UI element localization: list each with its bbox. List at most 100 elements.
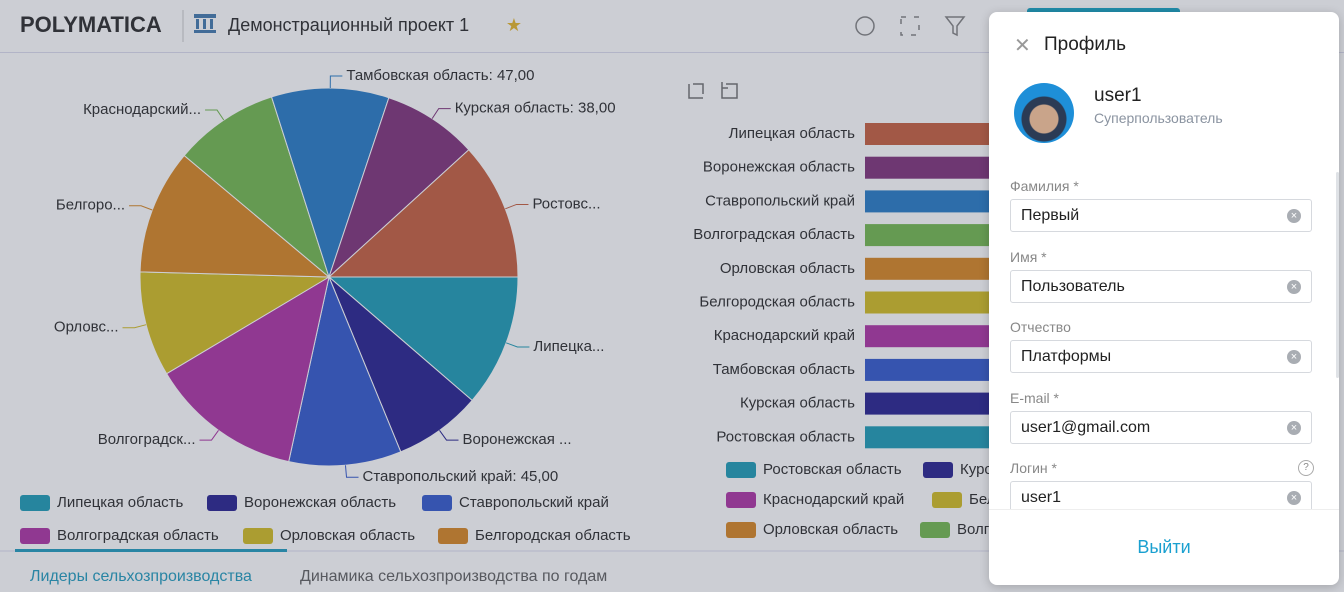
pie-slice xyxy=(165,275,330,463)
pie-slice xyxy=(327,97,470,279)
legend-swatch xyxy=(932,492,962,508)
profile-panel: ✕ Профиль user1 Суперпользователь Фамили… xyxy=(989,12,1339,585)
leader-line xyxy=(431,108,451,119)
role: Суперпользователь xyxy=(1094,110,1223,126)
field-label: Фамилия * xyxy=(1010,178,1079,194)
legend-label: Липецкая область xyxy=(57,494,184,511)
pie-slice xyxy=(270,87,390,279)
field-label: Отчество xyxy=(1010,319,1071,335)
pie-slice xyxy=(139,154,331,278)
clear-button[interactable]: × xyxy=(1287,279,1301,294)
leader-line xyxy=(439,430,459,441)
input-value: Пользователь xyxy=(1021,277,1125,295)
y-tick-label: Липецкая область xyxy=(729,125,856,142)
legend-label: Орловская область xyxy=(280,527,415,544)
project-title[interactable]: Демонстрационный проект 1 xyxy=(228,15,469,35)
legend-swatch xyxy=(726,522,756,538)
avatar xyxy=(1014,83,1074,143)
panel-title: Профиль xyxy=(1044,34,1127,55)
logo: POLYMATICA xyxy=(20,12,162,37)
field-label: Имя * xyxy=(1010,248,1047,265)
form: Фамилия * Первый × Имя * Пользователь × Отчест… xyxy=(989,12,1339,509)
legend-swatch xyxy=(726,492,756,508)
slice-label: Тамбовская область: 47,00 xyxy=(346,67,534,84)
y-tick-label: Орловская область xyxy=(720,260,855,277)
favorite-star[interactable]: ★ xyxy=(506,15,522,35)
input-value: Первый xyxy=(1021,207,1080,224)
clear-button[interactable]: × xyxy=(1287,350,1301,364)
text-input[interactable]: user1@gmail.com × xyxy=(1010,410,1312,444)
crop-icon[interactable] xyxy=(688,83,704,99)
pie-slice xyxy=(327,276,519,402)
y-tick-label: Ставропольский край xyxy=(705,192,855,209)
tab[interactable]: Лидеры сельхозпроизводства xyxy=(30,568,252,585)
leader-line xyxy=(129,205,153,211)
legend-swatch xyxy=(422,495,452,511)
leader-line xyxy=(122,324,147,329)
text-input[interactable]: user1 × xyxy=(1010,481,1312,509)
input-value: user1 xyxy=(1021,489,1062,506)
clear-button[interactable]: × xyxy=(1287,420,1301,435)
comment-icon[interactable] xyxy=(855,16,875,36)
close-button[interactable]: ✕ xyxy=(1014,35,1031,57)
username: user1 xyxy=(1094,85,1142,106)
pie-slice xyxy=(139,271,331,375)
slice-label: Белгоро... xyxy=(56,197,125,214)
leader-line xyxy=(199,430,219,441)
legend-label: Ростовская область xyxy=(763,461,902,478)
active-tab-indicator xyxy=(15,549,287,552)
pie-chart: Липецка... Воронежская ... Ставропольский … xyxy=(20,67,631,544)
leader-line xyxy=(329,75,343,89)
leader-line xyxy=(344,465,359,478)
slice-label: Краснодарский... xyxy=(83,101,201,118)
leader-line xyxy=(505,342,530,348)
filter-icon[interactable] xyxy=(944,16,966,37)
rotate-icon[interactable] xyxy=(721,82,738,99)
legend-swatch xyxy=(20,528,50,544)
slice-label: Ставропольский край: 45,00 xyxy=(363,468,559,485)
y-tick-label: Воронежская область xyxy=(703,159,855,176)
y-tick-label: Курская область xyxy=(740,395,855,412)
field-label: Логин * xyxy=(1010,460,1057,476)
legend-swatch xyxy=(207,495,237,511)
clear-button[interactable]: × xyxy=(1287,491,1301,505)
legend-label: Волгоградская область xyxy=(57,527,219,544)
logout-button[interactable]: Выйти xyxy=(1137,537,1191,557)
y-tick-label: Тамбовская область xyxy=(713,361,855,378)
y-tick-label: Белгородская область xyxy=(699,293,855,310)
help-icon[interactable]: ? xyxy=(1298,460,1314,476)
slice-label: Орловс... xyxy=(54,319,119,336)
input-value: user1@gmail.com xyxy=(1021,418,1151,436)
y-tick-label: Краснодарский край xyxy=(714,327,855,344)
y-tick-label: Ростовская область xyxy=(716,428,855,445)
slice-label: Липецка... xyxy=(533,338,604,355)
legend-swatch xyxy=(923,462,953,478)
scrollbar xyxy=(1336,172,1339,378)
leader-line xyxy=(505,203,529,210)
text-input[interactable]: Пользователь × xyxy=(1010,269,1312,303)
legend-swatch xyxy=(726,462,756,478)
leader-line xyxy=(205,109,225,121)
slice-label: Ростовс... xyxy=(532,195,600,212)
legend-label: Воронежская область xyxy=(244,494,396,511)
text-input[interactable]: Платформы × xyxy=(1010,340,1312,373)
field-label: E-mail * xyxy=(1010,389,1060,406)
legend-swatch xyxy=(920,522,950,538)
legend-swatch xyxy=(20,495,50,511)
slice-label: Воронежская ... xyxy=(462,431,571,448)
clear-button[interactable]: × xyxy=(1287,209,1301,223)
legend-label: Белгородская область xyxy=(475,527,631,544)
text-input[interactable]: Первый × xyxy=(1010,199,1312,232)
pie-slice xyxy=(327,149,519,278)
fullscreen-icon[interactable] xyxy=(900,16,920,36)
legend-swatch xyxy=(243,528,273,544)
y-tick-label: Волгоградская область xyxy=(693,226,855,243)
footer-divider xyxy=(989,509,1339,510)
project-icon xyxy=(194,14,216,33)
tab[interactable]: Динамика сельхозпроизводства по годам xyxy=(300,568,607,585)
legend-swatch xyxy=(438,528,468,544)
legend-label: Ставропольский край xyxy=(459,494,609,511)
pie-slice xyxy=(183,96,331,279)
legend-label: Орловская область xyxy=(763,521,898,538)
